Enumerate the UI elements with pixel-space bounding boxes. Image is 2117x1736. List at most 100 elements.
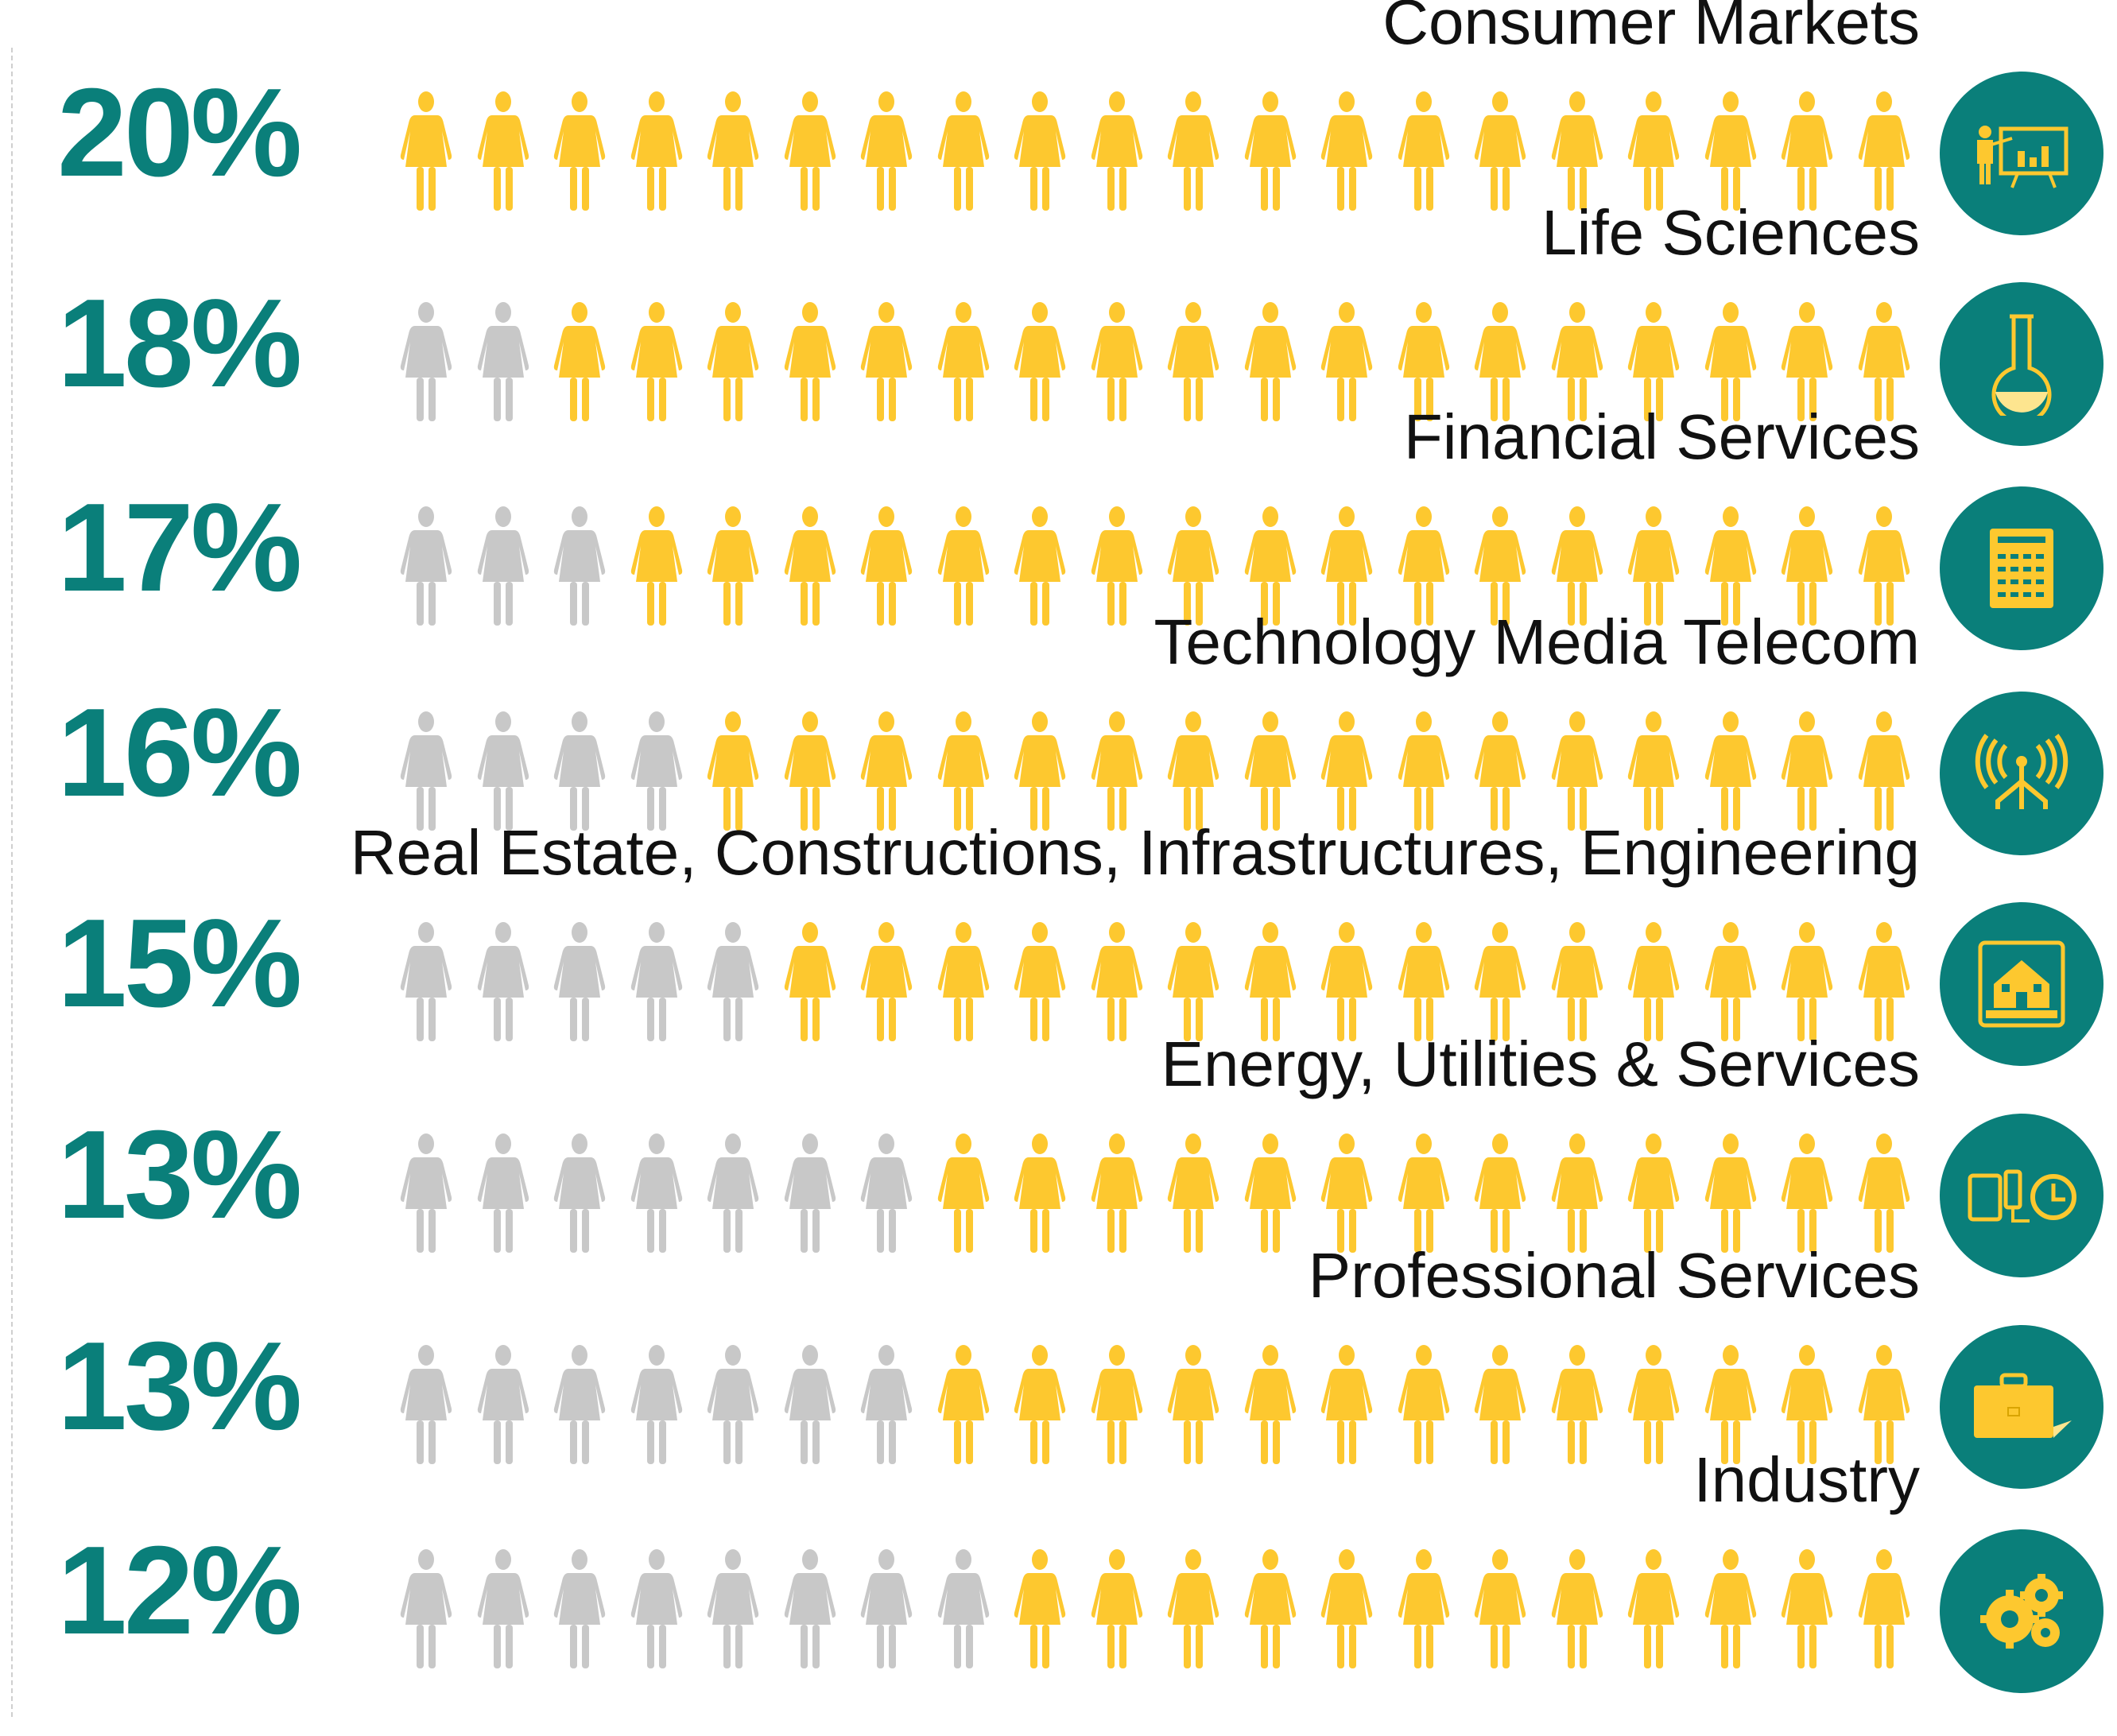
person-icon-filled (1395, 1549, 1452, 1668)
person-icon-filled (1625, 506, 1682, 626)
person-icon-empty (935, 1549, 992, 1668)
presentation-icon (1940, 72, 2103, 235)
person-icon-filled (1855, 506, 1913, 626)
person-icon-filled (1702, 922, 1759, 1041)
person-icon-empty (704, 1133, 762, 1253)
person-icon-empty (551, 1345, 608, 1464)
person-icon-filled (1011, 506, 1068, 626)
person-icon-filled (1011, 922, 1068, 1041)
person-icon-filled (1702, 1549, 1759, 1668)
person-icon-empty (397, 506, 455, 626)
person-icon-filled (1855, 711, 1913, 831)
person-icon-filled (1625, 91, 1682, 211)
person-icon-filled (1165, 711, 1222, 831)
flask-icon (1940, 282, 2103, 446)
person-icon-filled (1471, 1345, 1529, 1464)
person-icon-empty (475, 1345, 532, 1464)
person-icon-filled (1778, 302, 1836, 421)
person-icon-filled (858, 91, 915, 211)
percent-label: 18% (57, 273, 302, 413)
person-icon-filled (628, 506, 685, 626)
pictogram-figures (397, 506, 1932, 626)
person-icon-filled (1318, 711, 1375, 831)
person-icon-filled (1242, 922, 1299, 1041)
person-icon-filled (704, 302, 762, 421)
person-icon-filled (1625, 922, 1682, 1041)
pictogram-figures (397, 1549, 1932, 1668)
antenna-icon (1940, 692, 2103, 855)
person-icon-empty (551, 1133, 608, 1253)
person-icon-filled (1165, 91, 1222, 211)
category-row: Energy, Utilities & Services 13% (0, 1033, 2117, 1277)
person-icon-empty (858, 1133, 915, 1253)
person-icon-filled (1855, 302, 1913, 421)
person-icon-filled (1395, 1133, 1452, 1253)
person-icon-filled (781, 506, 839, 626)
person-icon-filled (1855, 922, 1913, 1041)
person-icon-filled (704, 506, 762, 626)
left-dashed-border (11, 48, 13, 1717)
person-icon-filled (1855, 1549, 1913, 1668)
percent-label: 15% (57, 893, 302, 1033)
person-icon-filled (1088, 711, 1146, 831)
person-icon-filled (1778, 1549, 1836, 1668)
person-icon-filled (1778, 1345, 1836, 1464)
calculator-icon (1940, 486, 2103, 650)
person-icon-filled (1165, 506, 1222, 626)
person-icon-filled (551, 302, 608, 421)
pictogram-figures (397, 711, 1932, 831)
person-icon-empty (475, 922, 532, 1041)
person-icon-filled (1702, 302, 1759, 421)
pictogram-figures (397, 302, 1932, 421)
briefcase-icon (1940, 1325, 2103, 1489)
person-icon-empty (397, 1549, 455, 1668)
category-label: Professional Services (1308, 1240, 1920, 1311)
person-icon-filled (1549, 922, 1606, 1041)
person-icon-filled (1471, 302, 1529, 421)
person-icon-empty (551, 506, 608, 626)
person-icon-filled (1395, 1345, 1452, 1464)
person-icon-filled (1395, 302, 1452, 421)
person-icon-filled (1088, 922, 1146, 1041)
category-row: Industry 12% (0, 1448, 2117, 1693)
person-icon-filled (628, 91, 685, 211)
person-icon-filled (1549, 711, 1606, 831)
person-icon-empty (551, 711, 608, 831)
person-icon-filled (1471, 506, 1529, 626)
person-icon-filled (551, 91, 608, 211)
pictogram-figures (397, 1345, 1932, 1464)
person-icon-filled (1242, 302, 1299, 421)
person-icon-filled (1778, 1133, 1836, 1253)
person-icon-empty (704, 1549, 762, 1668)
person-icon-filled (475, 91, 532, 211)
person-icon-filled (1855, 1133, 1913, 1253)
person-icon-filled (1702, 711, 1759, 831)
person-icon-filled (1011, 711, 1068, 831)
person-icon-empty (628, 922, 685, 1041)
person-icon-filled (858, 506, 915, 626)
person-icon-empty (858, 1549, 915, 1668)
person-icon-empty (628, 711, 685, 831)
person-icon-filled (1242, 1549, 1299, 1668)
percent-label: 12% (57, 1521, 302, 1660)
percent-label: 17% (57, 478, 302, 618)
person-icon-filled (1088, 91, 1146, 211)
person-icon-filled (1625, 1549, 1682, 1668)
person-icon-empty (858, 1345, 915, 1464)
category-row: Real Estate, Constructions, Infrastructu… (0, 821, 2117, 1066)
person-icon-filled (1395, 711, 1452, 831)
person-icon-filled (935, 1133, 992, 1253)
person-icon-filled (858, 302, 915, 421)
pictogram-figures (397, 1133, 1932, 1253)
person-icon-empty (475, 506, 532, 626)
person-icon-filled (1702, 91, 1759, 211)
person-icon-empty (551, 922, 608, 1041)
person-icon-filled (1702, 1345, 1759, 1464)
person-icon-filled (1011, 1549, 1068, 1668)
person-icon-empty (475, 711, 532, 831)
person-icon-empty (628, 1133, 685, 1253)
person-icon-empty (704, 1345, 762, 1464)
person-icon-filled (935, 302, 992, 421)
person-icon-filled (1855, 91, 1913, 211)
person-icon-filled (1088, 1345, 1146, 1464)
